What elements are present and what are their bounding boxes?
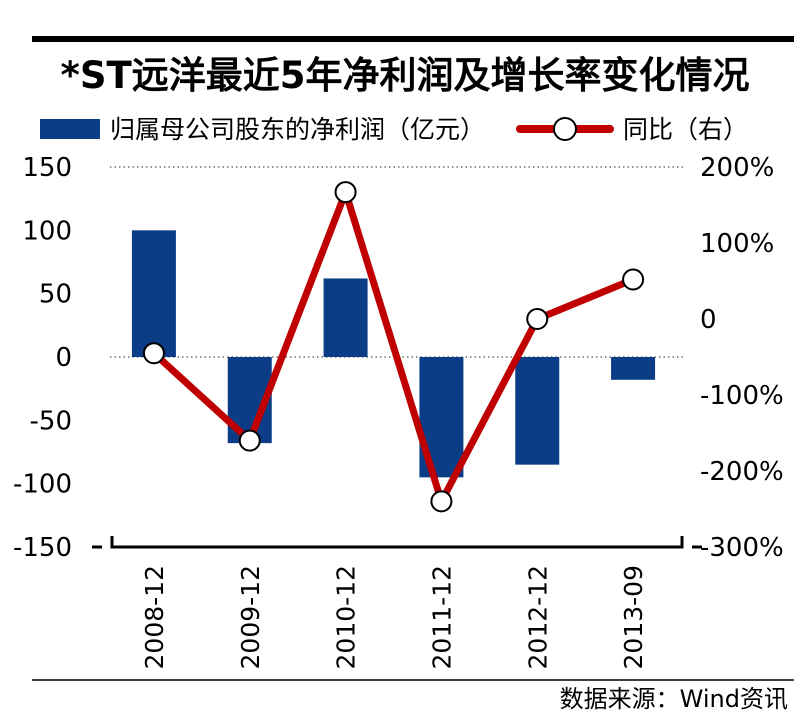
- left-tick-0: 0: [55, 343, 72, 373]
- bar-2010-12: [323, 278, 368, 357]
- category-label-2012-12: 2012-12: [523, 565, 552, 669]
- left-tick--100: -100: [13, 470, 72, 500]
- line-markers: [142, 181, 645, 513]
- bar-2012-12: [515, 357, 560, 465]
- bar-2013-09: [611, 357, 656, 380]
- right-tick--200: -200%: [700, 457, 784, 487]
- axes: [92, 536, 702, 549]
- left-tick-150: 150: [22, 153, 72, 183]
- category-label-2013-09: 2013-09: [619, 565, 648, 669]
- right-tick--100: -100%: [700, 381, 784, 411]
- right-tick-100: 100%: [700, 229, 774, 259]
- bar-2008-12: [131, 230, 176, 357]
- legend-line-marker: [553, 117, 577, 141]
- line-point-2011-12: [430, 490, 453, 513]
- legend-bar-swatch: [40, 119, 100, 139]
- category-label-2008-12: 2008-12: [140, 565, 169, 669]
- top-rule: [32, 36, 794, 42]
- category-label-2011-12: 2011-12: [427, 565, 456, 669]
- category-labels: 2008-12 2009-12 2010-12 2011-12 2012-12 2013-…: [140, 565, 648, 669]
- category-label-2010-12: 2010-12: [332, 565, 361, 669]
- right-axis-ticks: 200% 100% 0 -100% -200% -300%: [700, 153, 784, 563]
- left-tick-100: 100: [22, 216, 72, 246]
- gridlines: [110, 166, 685, 358]
- legend: 归属母公司股东的净利润（亿元） 同比（右）: [40, 115, 748, 144]
- left-tick--150: -150: [13, 533, 72, 563]
- right-tick--300: -300%: [700, 533, 784, 563]
- line-point-2008-12: [142, 342, 165, 365]
- line-point-2009-12: [238, 429, 261, 452]
- left-tick--50: -50: [30, 406, 72, 436]
- legend-line-label: 同比（右）: [623, 115, 748, 144]
- right-tick-0: 0: [700, 305, 717, 335]
- x-axis-bracket: [110, 536, 684, 549]
- line-series: [150, 188, 637, 505]
- category-label-2009-12: 2009-12: [236, 565, 265, 669]
- line-point-2012-12: [526, 308, 549, 330]
- growth-line: [150, 188, 637, 505]
- left-tick-50: 50: [39, 280, 72, 310]
- chart-title: *ST远洋最近5年净利润及增长率变化情况: [61, 54, 750, 97]
- left-axis-ticks: 150 100 50 0 -50 -100 -150: [13, 153, 72, 563]
- source-note: 数据来源：Wind资讯: [560, 685, 788, 713]
- legend-bar-label: 归属母公司股东的净利润（亿元）: [110, 115, 485, 144]
- line-point-2013-09: [622, 268, 645, 291]
- right-tick-200: 200%: [700, 153, 774, 183]
- line-point-2010-12: [334, 181, 357, 204]
